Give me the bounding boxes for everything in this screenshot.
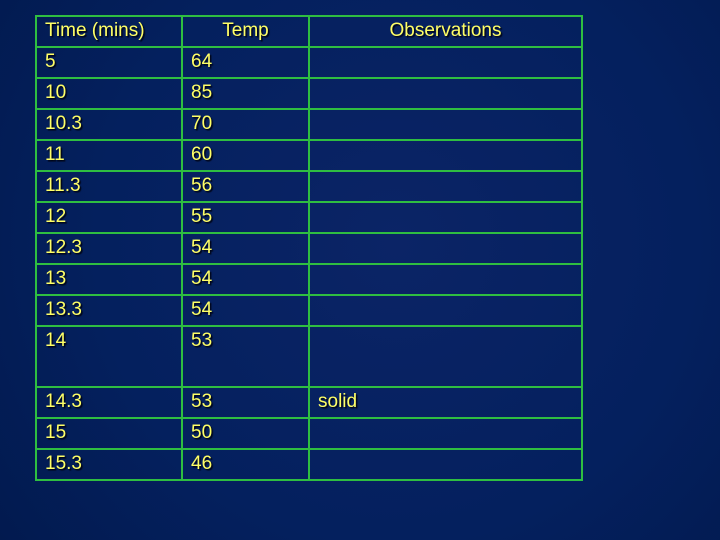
table-cell <box>308 169 583 203</box>
table-row: 15.3 46 <box>35 447 583 481</box>
table-body: 5 64 10 85 10.3 70 11 60 11.3 56 12 55 12.3 54 13 54 13.… <box>35 45 583 481</box>
table-row: 5 64 <box>35 45 583 79</box>
header-row: Time (mins) Temp Observations <box>35 15 583 48</box>
table-cell: 60 <box>181 138 310 172</box>
table-cell: 15 <box>35 416 183 450</box>
table-row: 11 60 <box>35 138 583 172</box>
table-cell: 14.3 <box>35 385 183 419</box>
table-row: 10 85 <box>35 76 583 110</box>
table-row: 14 53 <box>35 324 583 388</box>
table-row: 13 54 <box>35 262 583 296</box>
table-cell: solid <box>308 385 583 419</box>
table-cell <box>308 45 583 79</box>
table-cell: 12 <box>35 200 183 234</box>
table-cell <box>308 324 583 388</box>
table-cell: 5 <box>35 45 183 79</box>
table-row: 11.3 56 <box>35 169 583 203</box>
table-cell: 70 <box>181 107 310 141</box>
table-cell <box>308 200 583 234</box>
table-row: 12 55 <box>35 200 583 234</box>
table-row: 10.3 70 <box>35 107 583 141</box>
table-cell <box>308 416 583 450</box>
table-cell: 11 <box>35 138 183 172</box>
table-cell: 11.3 <box>35 169 183 203</box>
table-cell: 54 <box>181 293 310 327</box>
table-row: 12.3 54 <box>35 231 583 265</box>
table-cell: 10 <box>35 76 183 110</box>
table-cell: 13.3 <box>35 293 183 327</box>
table-cell: 85 <box>181 76 310 110</box>
table-row: 14.3 53 solid <box>35 385 583 419</box>
table-cell: 14 <box>35 324 183 388</box>
table-cell: 15.3 <box>35 447 183 481</box>
table-cell: 64 <box>181 45 310 79</box>
data-table: Time (mins) Temp Observations 5 64 10 85 10.… <box>35 15 583 481</box>
table-cell: 50 <box>181 416 310 450</box>
table-cell: 56 <box>181 169 310 203</box>
table-cell <box>308 138 583 172</box>
table-cell <box>308 76 583 110</box>
column-header-time: Time (mins) <box>35 15 183 48</box>
table-cell <box>308 447 583 481</box>
table-row: 15 50 <box>35 416 583 450</box>
table-cell <box>308 231 583 265</box>
column-header-observations: Observations <box>308 15 583 48</box>
table-cell <box>308 107 583 141</box>
table-cell: 55 <box>181 200 310 234</box>
table-row: 13.3 54 <box>35 293 583 327</box>
table-cell: 10.3 <box>35 107 183 141</box>
table-cell: 53 <box>181 324 310 388</box>
column-header-temp: Temp <box>181 15 310 48</box>
table-cell <box>308 262 583 296</box>
table-cell: 53 <box>181 385 310 419</box>
table-cell: 12.3 <box>35 231 183 265</box>
table-cell: 54 <box>181 262 310 296</box>
table-cell <box>308 293 583 327</box>
table-cell: 13 <box>35 262 183 296</box>
table-cell: 46 <box>181 447 310 481</box>
table-cell: 54 <box>181 231 310 265</box>
